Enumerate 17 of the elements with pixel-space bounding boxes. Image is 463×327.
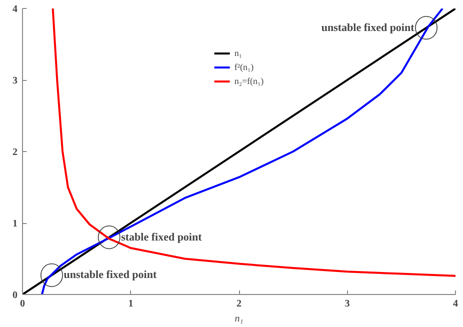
y-tick-label: 3	[12, 76, 18, 86]
x-tick-label: 1	[128, 298, 134, 310]
annotation: unstable fixed point	[64, 269, 157, 282]
annotation: stable fixed point	[121, 231, 202, 244]
y-tick-label: 1	[12, 218, 18, 230]
legend-label: n₁	[234, 48, 243, 58]
y-tick-label: 2	[12, 147, 18, 158]
x-axis-title: n₁	[234, 314, 244, 324]
legend-label: n₂=f(n₁)	[234, 76, 264, 86]
x-tick-label: 3	[344, 298, 350, 310]
x-tick-label: 2	[236, 298, 242, 310]
annotation: unstable fixed point	[321, 22, 415, 34]
x-tick-label: 4	[453, 298, 458, 310]
legend-label: f²(n₁)	[234, 62, 254, 72]
x-tick-label: 0	[20, 298, 25, 310]
y-tick-label: 0	[12, 290, 18, 301]
y-tick-label: 4	[12, 4, 18, 15]
